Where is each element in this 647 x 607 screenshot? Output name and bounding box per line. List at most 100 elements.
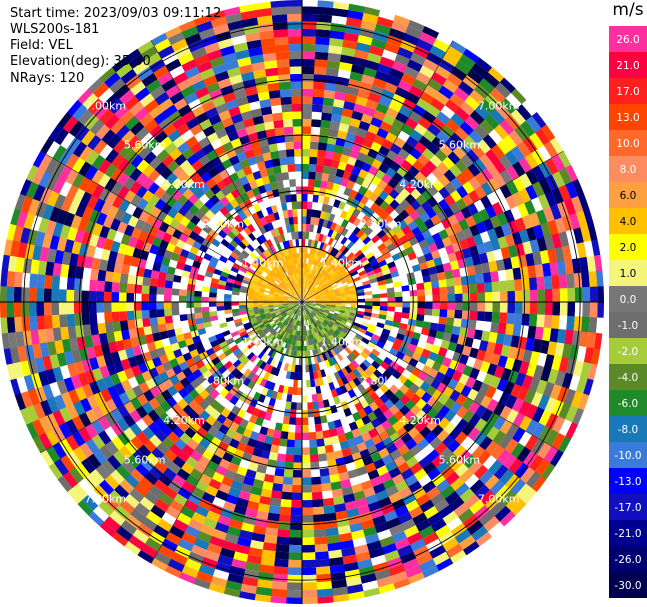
ppi-cell bbox=[339, 312, 345, 316]
ppi-cell bbox=[312, 289, 317, 294]
ppi-cell bbox=[461, 247, 472, 259]
ppi-cell bbox=[166, 265, 176, 275]
ppi-cell bbox=[327, 285, 333, 289]
ppi-cell bbox=[322, 314, 328, 318]
ppi-cell bbox=[285, 348, 290, 355]
ppi-cell bbox=[20, 390, 34, 408]
ppi-cell bbox=[323, 310, 330, 314]
ppi-cell bbox=[510, 442, 525, 459]
ppi-cell bbox=[493, 464, 509, 481]
ppi-cell bbox=[302, 13, 318, 22]
ppi-cell bbox=[338, 275, 345, 281]
ppi-cell bbox=[367, 428, 379, 439]
ppi-cell bbox=[32, 435, 46, 453]
ppi-cell bbox=[482, 134, 498, 150]
ppi-cell bbox=[424, 295, 433, 303]
ppi-cell bbox=[293, 300, 299, 302]
ppi-cell bbox=[246, 437, 257, 448]
ppi-cell bbox=[402, 260, 413, 269]
ppi-cell bbox=[295, 295, 300, 300]
ppi-cell bbox=[345, 507, 360, 518]
ppi-cell bbox=[500, 344, 511, 358]
ppi-cell bbox=[295, 294, 300, 300]
ppi-cell bbox=[215, 263, 224, 272]
ppi-cell bbox=[450, 189, 463, 203]
ppi-cell bbox=[528, 212, 541, 228]
ppi-cell bbox=[275, 259, 281, 266]
ppi-cell bbox=[283, 296, 289, 299]
ppi-cell bbox=[204, 325, 214, 334]
ppi-cell bbox=[258, 564, 275, 574]
ppi-cell bbox=[284, 277, 289, 283]
ppi-cell bbox=[348, 223, 357, 233]
ppi-cell bbox=[296, 305, 300, 310]
ppi-cell bbox=[374, 521, 390, 534]
ppi-cell bbox=[429, 322, 439, 331]
ppi-cell bbox=[307, 356, 312, 365]
ppi-cell bbox=[109, 372, 121, 386]
ppi-cell bbox=[344, 249, 353, 258]
ppi-cell bbox=[379, 200, 390, 211]
ppi-cell bbox=[285, 271, 289, 277]
ppi-cell bbox=[564, 405, 578, 423]
ppi-cell bbox=[347, 329, 351, 333]
ppi-cell bbox=[278, 513, 291, 523]
ppi-cell bbox=[307, 284, 310, 290]
ppi-cell bbox=[392, 578, 411, 590]
ppi-cell bbox=[449, 333, 460, 344]
ppi-cell bbox=[229, 270, 238, 277]
ppi-cell bbox=[296, 305, 300, 310]
ppi-cell bbox=[293, 297, 299, 301]
ppi-cell bbox=[275, 543, 290, 553]
ppi-cell bbox=[354, 346, 363, 355]
ppi-cell bbox=[419, 261, 429, 271]
ppi-cell bbox=[319, 257, 325, 263]
ppi-cell bbox=[280, 430, 289, 440]
ppi-cell bbox=[309, 224, 315, 233]
ppi-cell bbox=[511, 191, 525, 207]
ppi-cell bbox=[356, 127, 368, 139]
ppi-cell bbox=[236, 273, 245, 280]
ppi-cell bbox=[224, 382, 234, 392]
ppi-cell bbox=[489, 500, 506, 517]
ppi-cell bbox=[272, 573, 288, 583]
ppi-cell bbox=[260, 273, 267, 279]
ppi-cell bbox=[352, 318, 355, 323]
ppi-cell bbox=[293, 263, 297, 269]
ppi-cell bbox=[352, 321, 361, 328]
ppi-cell bbox=[120, 519, 138, 536]
ppi-cell bbox=[255, 326, 261, 332]
ppi-cell bbox=[223, 587, 241, 598]
ppi-cell bbox=[234, 321, 244, 328]
ppi-cell bbox=[518, 188, 532, 204]
ppi-cell bbox=[251, 346, 260, 355]
ppi-cell bbox=[423, 281, 432, 290]
ppi-cell bbox=[180, 462, 195, 475]
ppi-cell bbox=[409, 337, 420, 347]
ppi-cell bbox=[127, 236, 139, 248]
ppi-cell bbox=[318, 291, 324, 295]
ppi-cell bbox=[311, 491, 323, 500]
ppi-cell bbox=[329, 279, 335, 284]
ppi-cell bbox=[359, 273, 368, 280]
ppi-cell bbox=[175, 261, 185, 271]
ppi-cell bbox=[133, 301, 142, 311]
ppi-cell bbox=[27, 198, 41, 216]
ppi-cell bbox=[345, 414, 356, 425]
ppi-cell bbox=[318, 233, 324, 242]
ppi-cell bbox=[357, 298, 366, 303]
ppi-cell bbox=[286, 290, 291, 295]
ppi-cell bbox=[416, 255, 427, 265]
ppi-cell bbox=[588, 317, 598, 334]
ppi-cell bbox=[239, 307, 248, 312]
ppi-cell bbox=[446, 72, 464, 88]
ppi-cell bbox=[39, 246, 50, 262]
ppi-cell bbox=[52, 262, 62, 277]
ppi-cell bbox=[311, 317, 316, 323]
ppi-cell bbox=[232, 311, 241, 317]
ppi-cell bbox=[447, 302, 456, 311]
ppi-cell bbox=[251, 365, 260, 374]
ppi-cell bbox=[332, 495, 345, 506]
ppi-cell bbox=[346, 319, 353, 325]
ppi-cell bbox=[302, 163, 310, 172]
